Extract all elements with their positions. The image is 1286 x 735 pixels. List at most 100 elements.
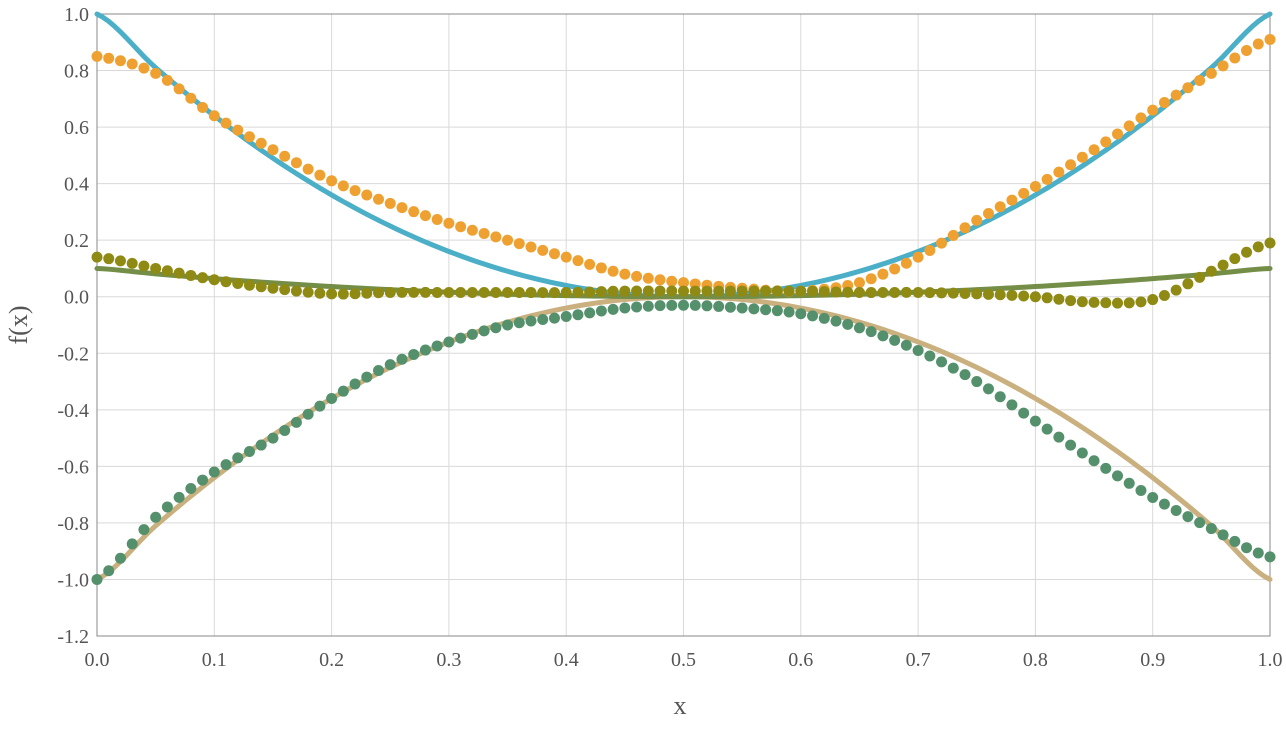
data-point xyxy=(220,117,232,129)
data-point xyxy=(290,285,302,297)
y-axis-title: f(x) xyxy=(4,306,33,345)
data-point xyxy=(1006,289,1018,301)
data-point xyxy=(337,288,349,300)
data-point xyxy=(1229,253,1241,265)
data-point xyxy=(865,326,877,338)
data-point xyxy=(243,446,255,458)
data-point xyxy=(619,302,631,314)
data-point xyxy=(1182,511,1194,523)
data-point xyxy=(302,163,314,175)
data-point xyxy=(853,322,865,334)
data-point xyxy=(1065,159,1077,171)
data-point xyxy=(1229,535,1241,547)
x-tick-label: 0.6 xyxy=(788,649,813,671)
data-point xyxy=(220,459,232,471)
data-point xyxy=(1135,296,1147,308)
data-point xyxy=(631,301,643,313)
data-point xyxy=(478,286,490,298)
data-point xyxy=(853,277,865,289)
data-point xyxy=(607,303,619,315)
data-point xyxy=(173,83,185,95)
data-point xyxy=(490,322,502,334)
data-point xyxy=(1123,120,1135,132)
data-point xyxy=(994,289,1006,301)
data-point xyxy=(1100,462,1112,474)
data-point xyxy=(150,67,162,79)
plot-frame xyxy=(96,13,1271,637)
data-point xyxy=(994,201,1006,213)
data-point xyxy=(513,287,525,299)
data-point xyxy=(302,286,314,298)
data-point xyxy=(889,334,901,346)
data-point xyxy=(1170,89,1182,101)
data-point xyxy=(173,267,185,279)
x-tick-labels: 0.0 0.1 0.2 0.3 0.4 0.5 0.6 0.7 0.8 0.9 1.0 xyxy=(85,649,1283,671)
data-point xyxy=(1018,187,1030,199)
data-point xyxy=(842,286,854,298)
data-point xyxy=(232,452,244,464)
data-point xyxy=(642,272,654,284)
data-point xyxy=(384,286,396,298)
x-axis-title: x xyxy=(674,691,687,720)
data-point xyxy=(267,144,279,156)
data-point xyxy=(877,287,889,299)
point-series-2 xyxy=(91,299,1276,585)
data-point xyxy=(795,308,807,320)
data-point xyxy=(384,197,396,209)
data-point xyxy=(197,272,209,284)
data-point xyxy=(1229,52,1241,64)
data-point xyxy=(654,285,666,297)
data-point xyxy=(208,274,220,286)
data-point xyxy=(126,58,138,70)
data-point xyxy=(982,207,994,219)
x-tick-label: 0.9 xyxy=(1140,649,1165,671)
data-point xyxy=(537,287,549,299)
data-point xyxy=(455,286,467,298)
data-point xyxy=(1112,470,1124,482)
data-point xyxy=(208,110,220,122)
data-point xyxy=(771,305,783,317)
data-point xyxy=(642,300,654,312)
grid xyxy=(96,13,1271,637)
data-point xyxy=(912,286,924,298)
data-point xyxy=(419,344,431,356)
data-point xyxy=(959,288,971,299)
data-point xyxy=(877,268,889,280)
data-point xyxy=(1088,455,1100,467)
data-point xyxy=(466,224,478,236)
data-point xyxy=(572,255,584,267)
data-point xyxy=(947,229,959,241)
y-tick-label: -1.0 xyxy=(57,569,89,591)
data-point xyxy=(1112,297,1124,309)
data-point xyxy=(513,317,525,329)
data-point xyxy=(947,287,959,299)
data-point xyxy=(384,359,396,371)
data-point xyxy=(959,222,971,234)
y-tick-label: -0.2 xyxy=(57,343,89,365)
data-point xyxy=(572,286,584,298)
data-point xyxy=(431,213,443,225)
data-point xyxy=(936,287,948,299)
data-point xyxy=(783,306,795,318)
data-point xyxy=(502,234,514,246)
data-point xyxy=(525,287,537,299)
data-point xyxy=(455,221,467,233)
data-point xyxy=(349,288,361,300)
data-point xyxy=(396,353,408,365)
x-tick-label: 0.5 xyxy=(671,649,696,671)
data-point xyxy=(1029,180,1041,192)
data-point xyxy=(1041,423,1053,435)
data-point xyxy=(1053,166,1065,178)
data-point xyxy=(924,350,936,362)
data-point xyxy=(337,385,349,397)
data-point xyxy=(161,501,173,513)
data-point xyxy=(1076,296,1088,308)
y-tick-label: 0.0 xyxy=(64,287,89,309)
data-point xyxy=(1018,290,1030,302)
data-point xyxy=(408,286,420,298)
data-point xyxy=(783,285,795,297)
data-point xyxy=(1053,431,1065,443)
data-point xyxy=(502,319,514,331)
x-tick-label: 0.0 xyxy=(85,649,110,671)
data-point xyxy=(736,285,748,297)
